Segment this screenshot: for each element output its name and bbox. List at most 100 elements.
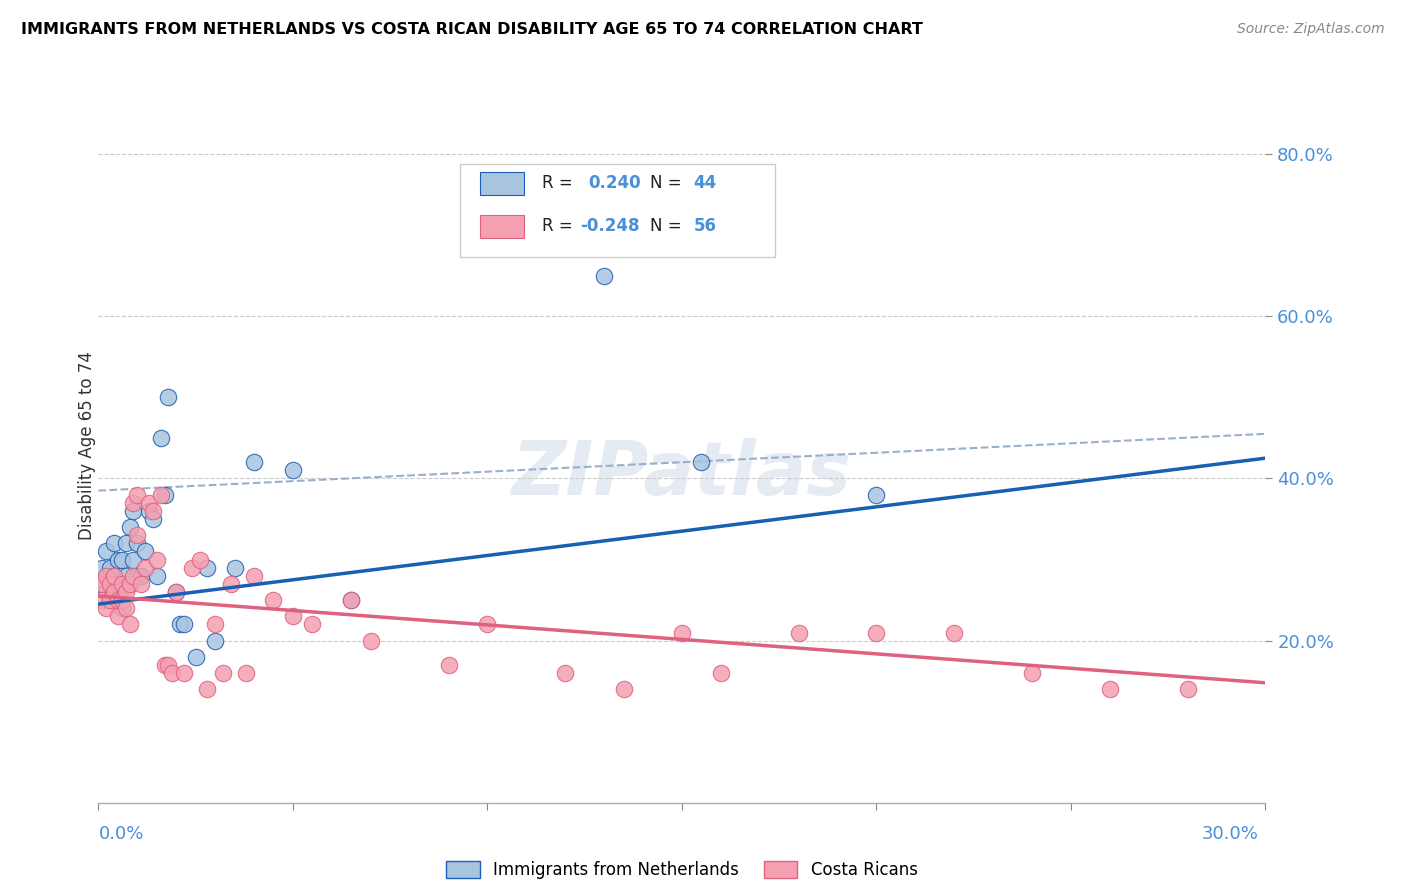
Point	[103, 585, 125, 599]
FancyBboxPatch shape	[460, 164, 775, 257]
Text: R =: R =	[541, 175, 572, 193]
Point	[224, 560, 246, 574]
Point	[114, 585, 136, 599]
Point	[107, 552, 129, 566]
Text: ZIPatlas: ZIPatlas	[512, 438, 852, 511]
Point	[243, 568, 266, 582]
Point	[96, 568, 118, 582]
Point	[281, 463, 304, 477]
Point	[129, 577, 152, 591]
Point	[281, 609, 304, 624]
Point	[118, 577, 141, 591]
Point	[122, 496, 145, 510]
Text: N =: N =	[651, 175, 682, 193]
Point	[138, 496, 160, 510]
Point	[787, 625, 810, 640]
Text: IMMIGRANTS FROM NETHERLANDS VS COSTA RICAN DISABILITY AGE 65 TO 74 CORRELATION C: IMMIGRANTS FROM NETHERLANDS VS COSTA RIC…	[21, 22, 922, 37]
Point	[157, 657, 180, 672]
Point	[122, 568, 145, 582]
Point	[212, 666, 235, 681]
Point	[127, 528, 149, 542]
Point	[127, 568, 149, 582]
Point	[165, 585, 187, 599]
Point	[91, 577, 114, 591]
Point	[360, 633, 382, 648]
Point	[195, 560, 218, 574]
Point	[98, 577, 121, 591]
Point	[127, 488, 149, 502]
Point	[111, 577, 134, 591]
Point	[865, 488, 887, 502]
Point	[118, 617, 141, 632]
Point	[340, 593, 363, 607]
Point	[865, 625, 887, 640]
Text: 0.0%: 0.0%	[98, 825, 143, 843]
Point	[235, 666, 257, 681]
Point	[243, 455, 266, 469]
Point	[134, 544, 156, 558]
Text: R =: R =	[541, 218, 572, 235]
Point	[612, 682, 634, 697]
Point	[301, 617, 323, 632]
Text: Source: ZipAtlas.com: Source: ZipAtlas.com	[1237, 22, 1385, 37]
Point	[149, 431, 172, 445]
Point	[96, 585, 118, 599]
Point	[103, 568, 125, 582]
Point	[153, 488, 176, 502]
Point	[262, 593, 284, 607]
Point	[107, 593, 129, 607]
Point	[142, 504, 165, 518]
Point	[690, 455, 713, 469]
Point	[710, 666, 733, 681]
Point	[114, 536, 136, 550]
Point	[138, 504, 160, 518]
Point	[162, 666, 184, 681]
Text: -0.248: -0.248	[581, 218, 640, 235]
Point	[671, 625, 693, 640]
Point	[204, 617, 226, 632]
Point	[184, 649, 207, 664]
Point	[173, 666, 195, 681]
Text: 0.240: 0.240	[589, 175, 641, 193]
Point	[173, 617, 195, 632]
Point	[91, 560, 114, 574]
Point	[111, 552, 134, 566]
Point	[98, 560, 121, 574]
Point	[165, 585, 187, 599]
Point	[437, 657, 460, 672]
Point	[1098, 682, 1121, 697]
Text: 44: 44	[693, 175, 717, 193]
Point	[96, 601, 118, 615]
Point	[98, 593, 121, 607]
Point	[204, 633, 226, 648]
Point	[1177, 682, 1199, 697]
Point	[96, 544, 118, 558]
Point	[477, 617, 499, 632]
Point	[180, 560, 202, 574]
Point	[943, 625, 966, 640]
Point	[149, 488, 172, 502]
Text: 30.0%: 30.0%	[1202, 825, 1258, 843]
Point	[118, 520, 141, 534]
Point	[593, 268, 616, 283]
Point	[111, 593, 134, 607]
Point	[118, 577, 141, 591]
Point	[127, 536, 149, 550]
Point	[195, 682, 218, 697]
Point	[129, 568, 152, 582]
Point	[91, 577, 114, 591]
Point	[122, 552, 145, 566]
Point	[122, 504, 145, 518]
Point	[153, 657, 176, 672]
Point	[107, 609, 129, 624]
Legend: Immigrants from Netherlands, Costa Ricans: Immigrants from Netherlands, Costa Rican…	[439, 853, 925, 888]
Point	[134, 560, 156, 574]
Point	[340, 593, 363, 607]
Point	[103, 585, 125, 599]
Point	[114, 568, 136, 582]
Point	[1021, 666, 1043, 681]
Point	[146, 568, 169, 582]
Point	[103, 568, 125, 582]
Point	[107, 593, 129, 607]
Point	[107, 577, 129, 591]
